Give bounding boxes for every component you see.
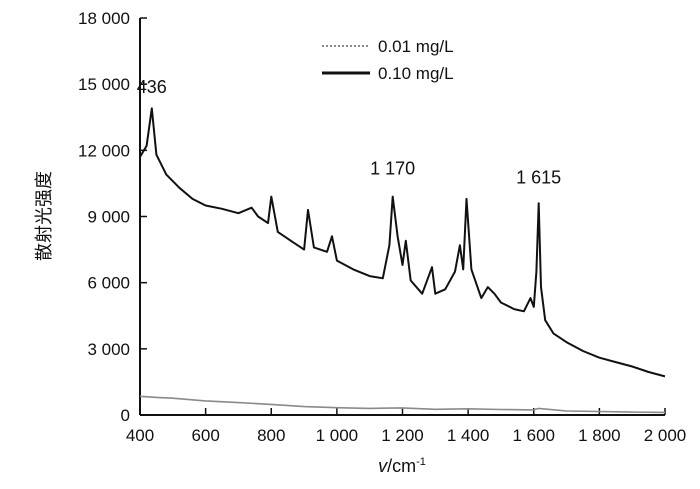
x-axis-label-sup: -1	[416, 456, 426, 468]
x-tick-label: 1 200	[381, 426, 424, 445]
x-axis-label-unit: /cm	[387, 456, 416, 476]
x-tick-label: 600	[191, 426, 219, 445]
series-line-0	[139, 395, 666, 414]
annotation-group: 436 1 170 1 615	[137, 77, 561, 187]
y-tick-label: 18 000	[78, 9, 130, 28]
x-tick-label: 1 600	[512, 426, 555, 445]
x-tick-label: 1 000	[316, 426, 359, 445]
peak-label: 436	[137, 77, 167, 97]
tick-group: 400 600 800 1 000 1 200 1 400 1 600 1 800 2 000 0…	[78, 9, 686, 445]
y-tick-label: 15 000	[78, 75, 130, 94]
y-tick-label: 3 000	[87, 340, 130, 359]
x-tick-label: 2 000	[644, 426, 687, 445]
x-tick-label: 800	[257, 426, 285, 445]
y-tick-label: 0	[121, 406, 130, 425]
y-tick-label: 12 000	[78, 141, 130, 160]
legend-label-1: 0.10 mg/L	[378, 64, 454, 83]
peak-label: 1 170	[370, 159, 415, 179]
series-line-1	[139, 107, 666, 378]
y-tick-label: 9 000	[87, 208, 130, 227]
x-tick-label: 1 800	[578, 426, 621, 445]
y-tick-label: 6 000	[87, 274, 130, 293]
x-tick-label: 400	[126, 426, 154, 445]
x-tick-label: 1 400	[447, 426, 490, 445]
peak-label: 1 615	[516, 167, 561, 187]
legend: 0.01 mg/L 0.10 mg/L	[322, 37, 454, 83]
x-axis-label-var: v	[378, 456, 388, 476]
series-group	[139, 107, 666, 414]
y-axis-label: 散射光强度	[34, 171, 54, 261]
x-axis-label: v/cm-1	[378, 456, 426, 476]
legend-label-0: 0.01 mg/L	[378, 37, 454, 56]
